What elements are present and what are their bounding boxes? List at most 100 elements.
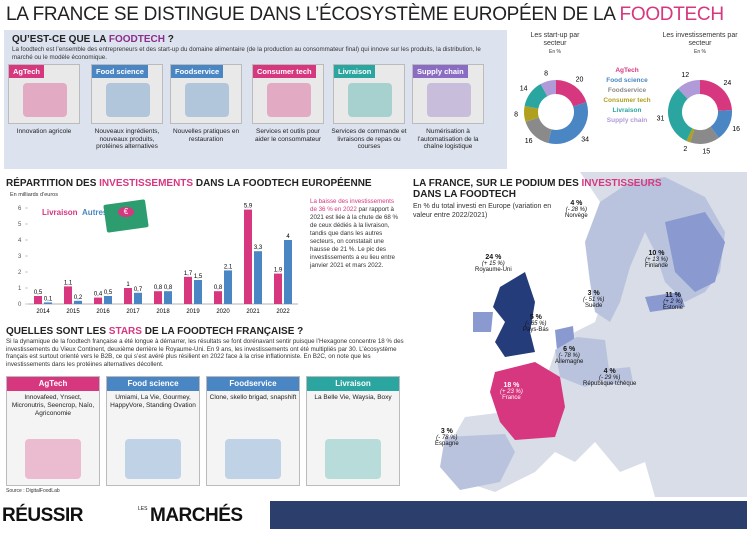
country-variation: (+ 2 %) <box>663 299 683 305</box>
y-tick-label: 2 <box>18 270 22 276</box>
tile-caption: Innovation agricole <box>16 128 72 135</box>
donut-slice-agtech <box>700 80 732 111</box>
x-tick-label: 2020 <box>216 309 230 315</box>
legend-item: Foodservice <box>607 87 647 94</box>
donut-slice-foodservice <box>690 126 719 144</box>
bar-livraison-2021 <box>244 209 252 304</box>
star-tile-agtech: AgTech Innovafeed, Ynsect, Micronutris, S… <box>6 376 100 486</box>
country-variation: (+ 15 %) <box>481 261 505 267</box>
tile-consumer-tech: Consumer tech <box>252 64 324 124</box>
country-pct: 3 % <box>587 290 600 297</box>
map-heading: LA FRANCE, SUR LE PODIUM DES INVESTISSEU… <box>413 178 662 189</box>
tile-caption: Numérisation à l’automatisation de la ch… <box>417 128 479 150</box>
footer: RÉUSSIR LES MARCHÉS <box>0 497 747 533</box>
page-title: LA FRANCE SE DISTINGUE DANS L’ÉCOSYSTÈME… <box>6 4 724 25</box>
donut-value-label: 8 <box>544 70 548 77</box>
donut-slice-supply-chain <box>678 80 700 99</box>
y-tick-label: 5 <box>18 222 22 228</box>
country-pct: 10 % <box>648 250 665 257</box>
finland-shape <box>665 212 725 292</box>
map-panel: LA FRANCE, SUR LE PODIUM DES INVESTISSEU… <box>405 172 747 497</box>
country-pct: 4 % <box>570 200 583 207</box>
bar-livraison-2020 <box>214 291 222 304</box>
bar-value-label: 1 <box>126 282 130 288</box>
bar-value-label: 0,4 <box>94 292 103 298</box>
star-tile-foodservice: Foodservice Clone, skello brigad, snapshi… <box>206 376 300 486</box>
star-tile-title: Food science <box>107 377 199 391</box>
country-label-suède: 3 % (- 51 %) Suède <box>583 290 604 309</box>
country-label-estonie: 11 % (+ 2 %) Estonie <box>663 292 683 311</box>
stars-text: Si la dynamique de la foodtech française… <box>6 338 404 368</box>
donut-slice-consumer-tech <box>524 106 539 122</box>
tile-illustration <box>23 83 67 117</box>
bar-autres-2022 <box>284 240 292 304</box>
x-tick-label: 2016 <box>96 309 110 315</box>
y-tick-label: 1 <box>18 286 22 292</box>
country-variation: (- 29 %) <box>599 375 621 381</box>
star-tile-livraison: Livraison La Belle Vie, Waysia, Boxy <box>306 376 400 486</box>
x-tick-label: 2022 <box>276 309 290 315</box>
country-name: Allemagne <box>555 359 584 365</box>
bar-value-label: 3,3 <box>254 245 263 251</box>
donut-value-label: 24 <box>723 80 731 87</box>
tile-caption: Nouveaux ingrédients, nouveaux produits,… <box>94 128 160 150</box>
bar-livraison-2014 <box>34 296 42 304</box>
tile-illustration <box>185 83 229 117</box>
donut-slice-consumer-tech <box>686 128 695 143</box>
stars-heading: QUELLES SONT LES STARS DE LA FOODTECH FR… <box>6 326 304 337</box>
bar-value-label: 1,5 <box>194 274 203 280</box>
star-tile-illustration <box>225 439 281 479</box>
start-up-donut: 20 34 16 8 14 8 <box>514 70 589 145</box>
country-label-royaume-uni: 24 % (+ 15 %) Royaume-Uni <box>475 254 512 273</box>
country-name: Espagne <box>435 441 459 447</box>
bar-livraison-2022 <box>274 273 282 304</box>
logo-les: LES <box>138 506 148 512</box>
bar-autres-2018 <box>164 291 172 304</box>
tile-supply-chain: Supply chain <box>412 64 484 124</box>
legend-item: AgTech <box>615 67 639 74</box>
donut-charts: 20 34 16 8 14 8 24 16 15 2 31 12 <box>514 70 740 155</box>
estonia-shape <box>645 292 685 312</box>
tile-foodservice: Foodservice <box>170 64 242 124</box>
tile-label: Supply chain <box>413 65 468 78</box>
country-pct: 5 % <box>529 314 542 321</box>
bar-autres-2019 <box>194 280 202 304</box>
tile-food-science: Food science <box>91 64 163 124</box>
tile-livraison: Livraison <box>333 64 405 124</box>
x-tick-label: 2015 <box>66 309 80 315</box>
country-pct: 6 % <box>563 346 576 353</box>
star-tile-title: Livraison <box>307 377 399 391</box>
star-tile-text: Clone, skello brigad, snapshift <box>209 394 297 401</box>
country-variation: (+ 13 %) <box>645 257 668 263</box>
x-tick-label: 2014 <box>36 309 50 315</box>
donut-value-label: 8 <box>514 112 518 119</box>
map-subtitle: En % du total investi en Europe (variati… <box>413 203 552 219</box>
donut-value-label: 2 <box>683 146 687 153</box>
donut-slice-livraison <box>524 83 548 109</box>
bar-value-label: 0,5 <box>34 290 43 296</box>
donut-slice-food-science <box>710 109 732 138</box>
right-donut-unit: En % <box>694 49 706 55</box>
legend-item: Livraison <box>612 107 642 114</box>
definition-text: La foodtech est l’ensemble des entrepren… <box>12 46 481 61</box>
donut-value-label: 16 <box>525 138 533 145</box>
star-tile-text: Umiami, La Vie, Gourmey, HappyVore, Stan… <box>110 394 196 409</box>
x-tick-label: 2019 <box>186 309 200 315</box>
spain-shape <box>440 434 515 490</box>
donut-slice-foodservice <box>525 117 552 143</box>
bar-livraison-2017 <box>124 288 132 304</box>
star-tile-illustration <box>25 439 81 479</box>
investments-unit: En milliards d’euros <box>10 192 58 198</box>
country-name: France <box>502 395 521 401</box>
legend-livraison: Livraison <box>42 208 78 217</box>
right-donut-title: Les investissements par secteur <box>662 32 738 47</box>
bar-value-label: 0,2 <box>74 295 83 301</box>
country-variation: (- 78 %) <box>436 435 458 441</box>
y-tick-label: 6 <box>18 206 22 212</box>
donut-value-label: 31 <box>657 115 665 122</box>
tile-caption: Services de commande et livraisons de re… <box>331 128 407 150</box>
bar-autres-2014 <box>44 302 52 304</box>
country-label-pays-bas: 5 % (- 65 %) Pays-Bas <box>523 314 549 333</box>
x-tick-label: 2017 <box>126 309 140 315</box>
